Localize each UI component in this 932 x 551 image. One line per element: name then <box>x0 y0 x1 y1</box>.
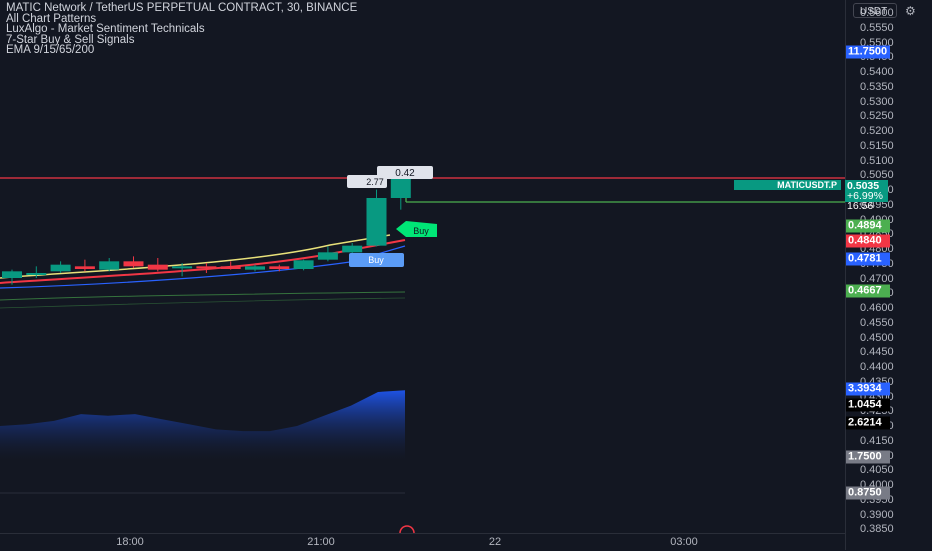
price-tick: 0.5250 <box>860 110 894 123</box>
chart-legend: MATIC Network / TetherUS PERPETUAL CONTR… <box>6 3 357 56</box>
price-tag: 3.3934 <box>846 382 890 396</box>
candle-body <box>50 264 71 272</box>
candle-body <box>196 266 217 269</box>
time-label: 21:00 <box>307 536 335 548</box>
candle-body <box>123 261 144 267</box>
price-tick: 0.4700 <box>860 272 894 285</box>
price-tag: 0.8750 <box>846 486 890 500</box>
candle-body <box>317 252 338 260</box>
measure-box-top <box>377 166 433 179</box>
ema-200-line <box>0 291 406 301</box>
time-label: 18:00 <box>116 536 144 548</box>
price-tick: 0.4600 <box>860 302 894 314</box>
legend-indicator-signals[interactable]: 7-Star Buy & Sell Signals <box>6 33 135 46</box>
price-tick: 0.3900 <box>860 508 894 521</box>
ema-9-line <box>0 239 406 284</box>
buy-signal-green <box>396 221 437 237</box>
candle-body <box>245 266 265 270</box>
price-tag: 11.7500 <box>846 45 890 59</box>
price-tick: 0.5350 <box>860 80 894 93</box>
candle-body <box>269 266 290 269</box>
candle-body <box>26 273 47 275</box>
ema-15-line <box>0 245 406 289</box>
price-tick: 0.5150 <box>860 139 894 152</box>
price-tick: 0.5550 <box>860 21 894 34</box>
candle-body <box>172 266 193 269</box>
legend-indicator-ema[interactable]: EMA 9/15/65/200 <box>6 44 95 56</box>
candle-body <box>390 178 411 198</box>
price-tick: 0.5050 <box>860 169 894 182</box>
price-tag: 2.6214 <box>846 416 890 430</box>
price-tick: 0.5100 <box>860 154 894 167</box>
price-tick: 0.4050 <box>860 464 894 477</box>
price-tag: 0.4667 <box>846 284 890 298</box>
legend-indicator-patterns[interactable]: All Chart Patterns <box>6 12 97 25</box>
candle-body <box>366 198 387 246</box>
price-change: +6.99% <box>847 190 883 202</box>
measure-box-top-text: 0.42 <box>395 168 415 179</box>
measure-box-left-text: 2.77 <box>366 177 384 187</box>
price-tick: 0.3850 <box>860 523 894 536</box>
candle-body <box>147 264 168 270</box>
buy-signal-green-text: Buy <box>413 226 429 236</box>
candle-body <box>220 266 241 269</box>
symbol-tag: MATICUSDT.P <box>734 180 841 190</box>
replay-icon[interactable] <box>399 525 415 533</box>
price-tick: 0.4400 <box>860 361 894 373</box>
candle-body <box>74 266 95 269</box>
price-tick: 0.4150 <box>860 434 894 447</box>
price-tag: 1.7500 <box>846 450 890 464</box>
price-tick: 0.4550 <box>860 316 894 329</box>
legend-title[interactable]: MATIC Network / TetherUS PERPETUAL CONTR… <box>6 2 358 14</box>
price-tick: 0.5200 <box>860 125 894 137</box>
legend-indicator-sentiment[interactable]: LuxAlgo - Market Sentiment Technicals <box>6 23 205 35</box>
buy-signal-blue-text: Buy <box>368 255 384 265</box>
ema-65-line <box>0 297 406 309</box>
bar-countdown: 16:56 <box>847 200 874 212</box>
candle-body <box>99 261 120 270</box>
time-label: 22 <box>488 536 502 548</box>
candle-body <box>293 260 314 269</box>
price-tag: 1.0454 <box>846 398 890 412</box>
price-chart[interactable]: 0.42 2.77 Buy Buy <box>0 0 845 533</box>
currency-button[interactable]: USDT <box>853 3 897 18</box>
price-axis[interactable]: 0.56000.55500.55000.54500.54000.53500.53… <box>845 0 932 550</box>
price-tag: 0.4781 <box>846 252 890 266</box>
candles-group <box>2 176 411 285</box>
current-price: 0.5035 <box>847 180 880 192</box>
price-tag: 0.4840 <box>846 234 890 248</box>
price-tick: 0.4500 <box>860 331 894 344</box>
measure-box-left <box>347 175 387 188</box>
candle-body <box>2 271 22 278</box>
time-label: 03:00 <box>670 536 698 548</box>
candle-body <box>342 245 363 253</box>
current-price-tag: 0.5035 +6.99% 16:56 <box>845 180 888 211</box>
price-tick: 0.4450 <box>860 346 894 359</box>
price-tick: 0.5300 <box>860 95 894 108</box>
buy-signal-blue <box>349 253 404 267</box>
sentiment-area <box>0 390 405 460</box>
price-tick: 0.5600 <box>860 7 894 19</box>
price-tag: 0.4894 <box>846 219 890 233</box>
gear-icon[interactable]: ⚙ <box>905 4 916 18</box>
price-tick: 0.5400 <box>860 66 894 78</box>
time-axis[interactable]: 18:00 21:00 22 03:00 <box>0 533 845 551</box>
chart-area[interactable]: 0.42 2.77 Buy Buy MATIC Network / Tether… <box>0 0 845 533</box>
